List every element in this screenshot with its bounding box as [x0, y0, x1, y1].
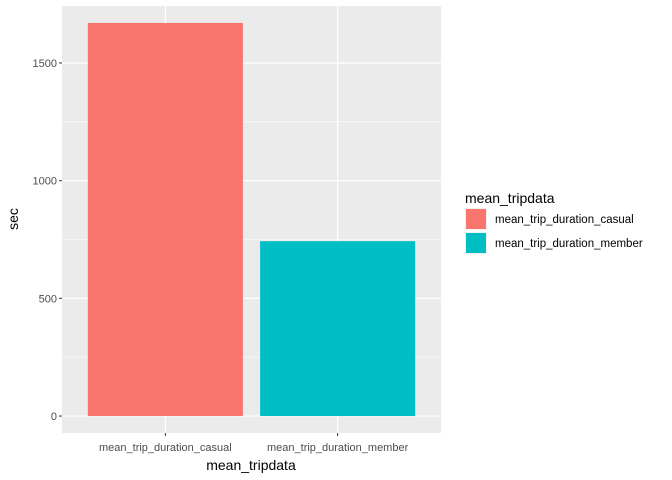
- x-axis-title: mean_tripdata: [206, 457, 296, 473]
- y-tick-label: 1000: [33, 176, 57, 188]
- bar-mean_trip_duration_member: [260, 241, 416, 417]
- y-tick-label: 500: [39, 293, 57, 305]
- y-tick-label: 0: [51, 411, 57, 423]
- legend-entry-label: mean_trip_duration_casual: [495, 214, 634, 226]
- legend-key-swatch: [466, 209, 486, 229]
- x-tick-label: mean_trip_duration_casual: [99, 442, 232, 454]
- y-axis-ticks: 0 500 1000 1500: [33, 58, 62, 423]
- y-tick-label: 1500: [33, 58, 57, 70]
- y-axis-title: sec: [5, 208, 21, 230]
- legend-title: mean_tripdata: [465, 190, 555, 206]
- legend-key-swatch: [466, 233, 486, 253]
- legend-entry-label: mean_trip_duration_member: [495, 238, 643, 250]
- x-axis-ticks: mean_trip_duration_casual mean_trip_durat…: [99, 433, 409, 454]
- x-tick-label: mean_trip_duration_member: [267, 442, 409, 454]
- bar-mean_trip_duration_casual: [87, 22, 243, 417]
- legend: mean_tripdata mean_trip_duration_casualm…: [465, 190, 643, 254]
- bars: [87, 22, 416, 417]
